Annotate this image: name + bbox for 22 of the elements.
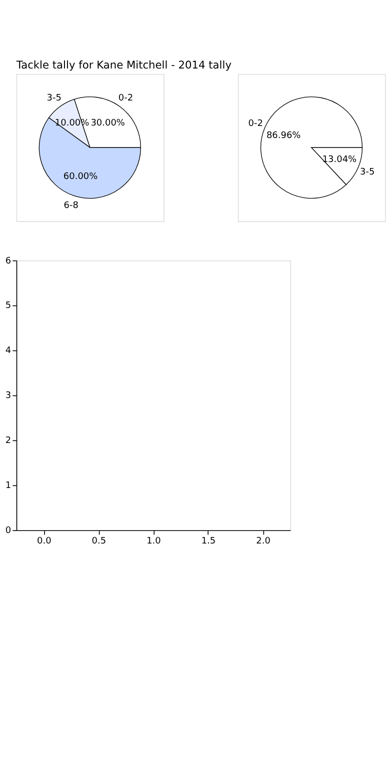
slice-label: 3-5 <box>46 94 62 104</box>
data-label: 60.00% <box>63 172 98 182</box>
slice-label: 0-2 <box>248 118 263 129</box>
data-label: 86.96% <box>266 130 302 141</box>
slice-label: 3-5 <box>360 167 375 178</box>
x-tick-label: 0.5 <box>92 536 106 547</box>
slice-label: 6-8 <box>64 200 79 211</box>
chart-title: Tackle tally for Kane Mitchell - 2014 tally <box>15 58 232 72</box>
y-tick-label: 0 <box>5 526 12 536</box>
y-tick-label: 6 <box>5 256 12 266</box>
x-tick-label: 1.0 <box>146 536 162 547</box>
x-tick-label: 2.0 <box>256 536 271 547</box>
x-tick-label: 1.5 <box>201 536 216 547</box>
data-label: 30.00% <box>90 118 126 128</box>
y-tick-label: 2 <box>5 436 12 446</box>
slice-label: 0-2 <box>118 94 134 104</box>
y-tick-label: 4 <box>5 346 12 356</box>
x-tick-label: 0.0 <box>37 536 52 547</box>
y-tick-label: 5 <box>5 301 12 312</box>
data-label: 13.04% <box>322 155 358 166</box>
y-tick-label: 3 <box>5 391 12 402</box>
y-tick-label: 1 <box>5 481 12 492</box>
